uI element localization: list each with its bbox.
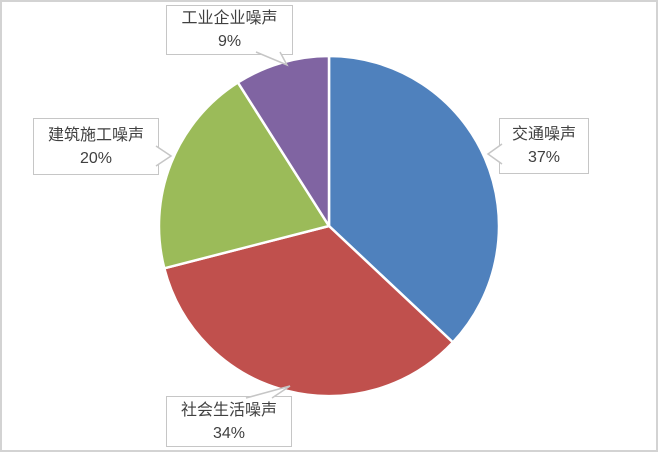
data-label-category: 社会生活噪声 bbox=[180, 401, 277, 419]
callout-industrial-noise: 工业企业噪声 9% bbox=[166, 5, 293, 55]
data-label-category: 工业企业噪声 bbox=[181, 10, 278, 27]
data-label-value: 34% bbox=[212, 424, 246, 442]
data-label-category: 建筑施工噪声 bbox=[47, 126, 144, 144]
data-label-value: 37% bbox=[527, 149, 561, 166]
data-label-value: 20% bbox=[79, 149, 113, 167]
callout-traffic-noise: 交通噪声 37% bbox=[499, 118, 589, 174]
callout-social-life-noise: 社会生活噪声 34% bbox=[166, 396, 292, 447]
data-label-value: 9% bbox=[217, 33, 242, 50]
data-label-category: 交通噪声 bbox=[511, 126, 576, 143]
callout-construction-noise: 建筑施工噪声 20% bbox=[33, 118, 159, 175]
pie-slice-0 bbox=[327, 54, 501, 344]
